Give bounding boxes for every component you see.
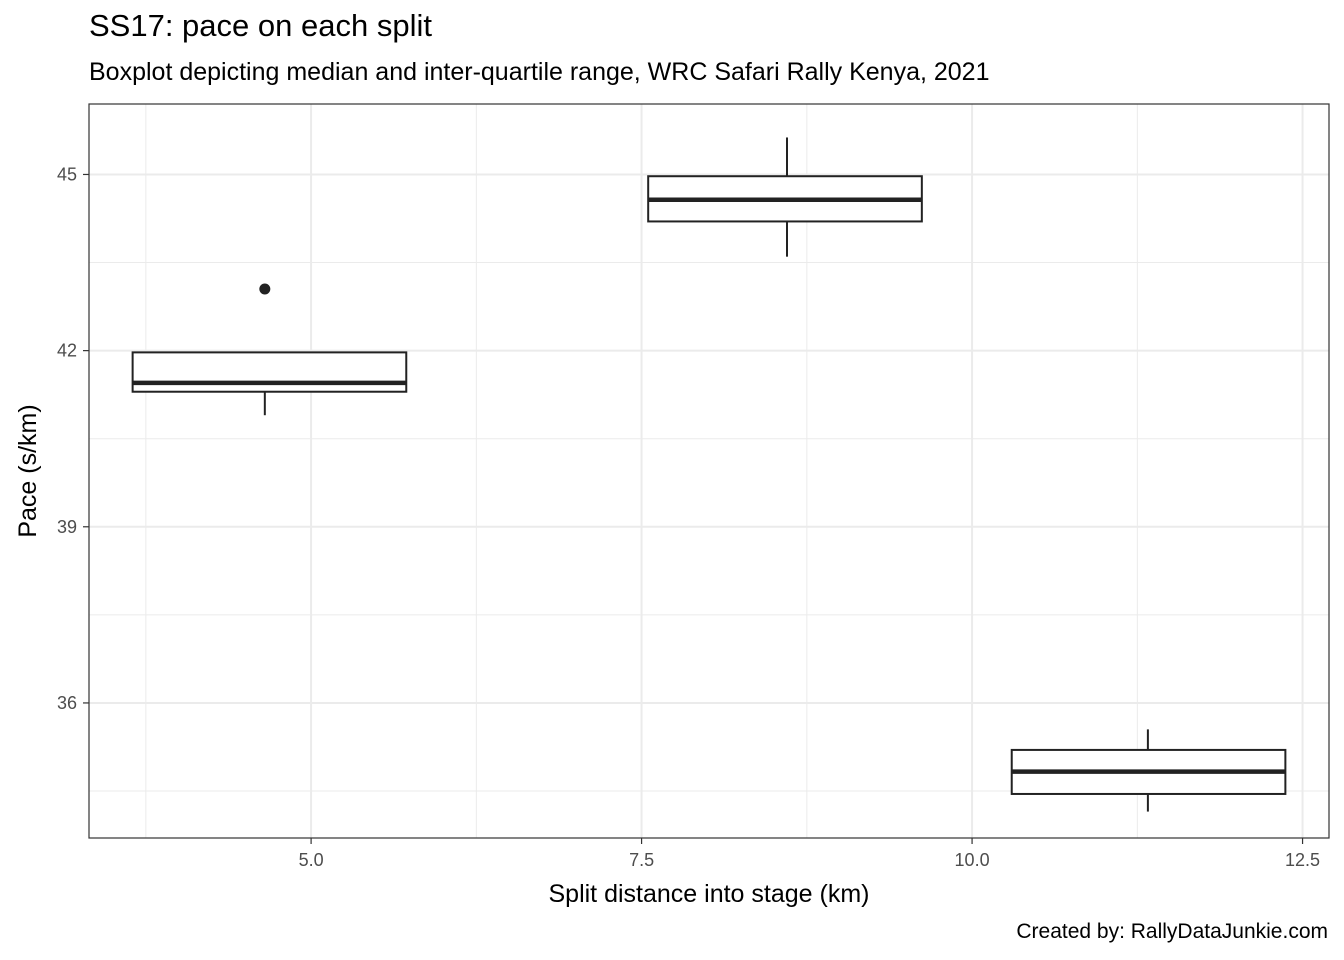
box-iqr xyxy=(131,351,408,393)
x-axis-ticks: 5.0 7.5 10.0 12.5 xyxy=(299,838,1320,870)
y-axis-ticks: 36 39 42 45 xyxy=(57,164,89,713)
chart-caption: Created by: RallyDataJunkie.com xyxy=(1016,920,1328,943)
box-3 xyxy=(1010,729,1287,812)
y-tick-label: 42 xyxy=(57,341,77,361)
x-tick-label: 5.0 xyxy=(299,850,324,870)
y-tick-label: 45 xyxy=(57,164,77,184)
box-1 xyxy=(131,283,408,416)
boxes xyxy=(131,137,1287,812)
plot-panel-background xyxy=(89,104,1329,838)
box-2 xyxy=(647,137,923,257)
x-axis-title: Split distance into stage (km) xyxy=(549,880,870,908)
x-tick-label: 7.5 xyxy=(629,850,654,870)
major-gridlines xyxy=(89,104,1329,838)
y-tick-label: 36 xyxy=(57,693,77,713)
outlier-point xyxy=(259,283,271,295)
chart-subtitle: Boxplot depicting median and inter-quart… xyxy=(89,58,990,86)
x-tick-label: 10.0 xyxy=(955,850,990,870)
y-axis-title: Pace (s/km) xyxy=(14,404,42,537)
x-tick-label: 12.5 xyxy=(1285,850,1320,870)
chart-title: SS17: pace on each split xyxy=(89,8,432,43)
plot-panel-border xyxy=(88,103,1330,839)
y-tick-label: 39 xyxy=(57,517,77,537)
